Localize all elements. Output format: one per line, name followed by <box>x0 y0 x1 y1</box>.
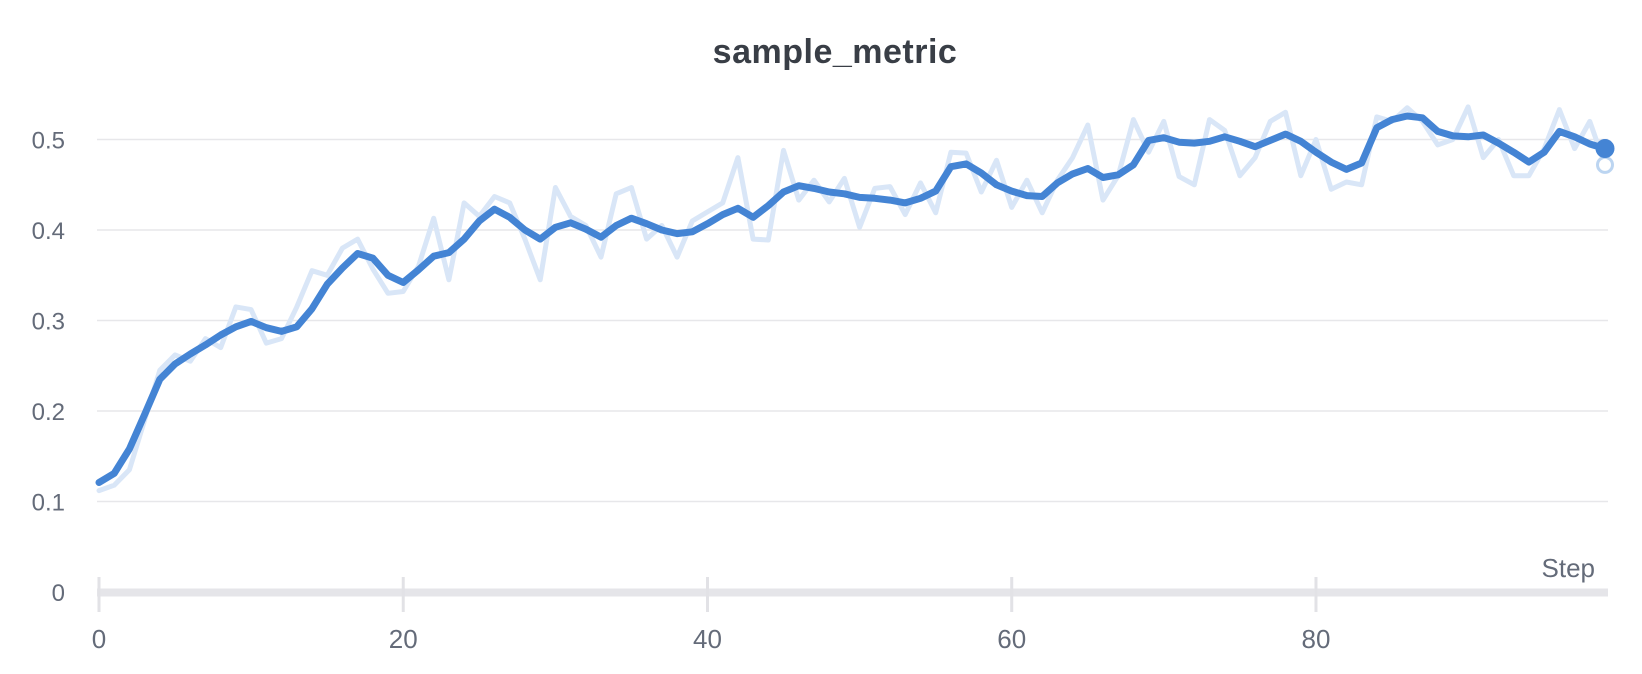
x-axis-tick-label-0: 0 <box>92 624 106 654</box>
x-axis-label: Step <box>1542 553 1596 583</box>
raw-series-line <box>96 104 1608 494</box>
x-axis-tick-label-40: 40 <box>693 624 722 654</box>
last-raw-point-ring <box>1596 155 1614 174</box>
y-axis-tick-label-0.4: 0.4 <box>32 218 65 245</box>
chart-title: sample_metric <box>712 33 958 71</box>
smoothed-series-line[interactable] <box>95 112 1609 486</box>
y-axis-tick-label-0.3: 0.3 <box>32 309 65 336</box>
y-axis-tick-label-0.5: 0.5 <box>32 128 65 155</box>
x-axis-tick-label-60: 60 <box>997 624 1026 654</box>
y-axis-tick-label-0.1: 0.1 <box>32 490 65 517</box>
x-axis-line <box>97 588 1608 597</box>
y-axis-tick-label-0.2: 0.2 <box>32 399 65 426</box>
y-axis-tick-label-0: 0 <box>52 580 65 607</box>
x-axis-tick-label-80: 80 <box>1302 624 1331 654</box>
x-axis-tick-label-20: 20 <box>389 624 418 654</box>
last-point-dot[interactable] <box>1595 139 1615 159</box>
